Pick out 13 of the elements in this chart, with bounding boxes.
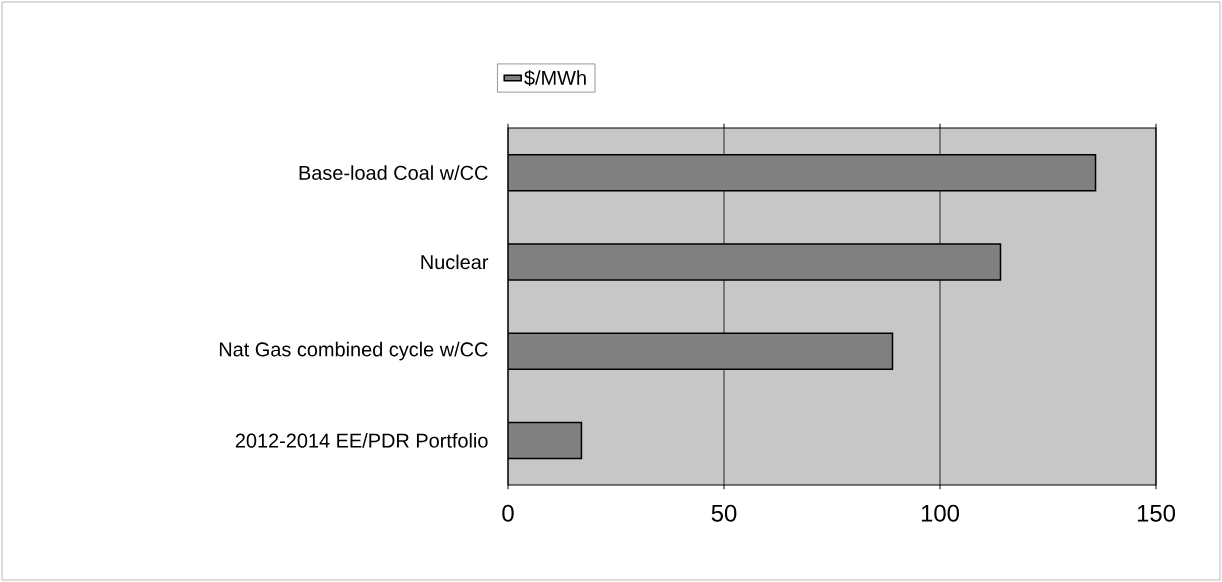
x-tick-label: 100: [921, 504, 960, 522]
y-tick-label: Base-load Coal w/CC: [299, 165, 488, 180]
bar: [508, 243, 1002, 281]
x-tick-label: 50: [711, 504, 737, 522]
y-tick-label: Nuclear: [421, 254, 489, 270]
y-tick-label: Nat Gas combined cycle w/CC: [219, 341, 488, 361]
bar: [508, 153, 1097, 192]
x-tick-label: 0: [502, 504, 514, 522]
y-tick-label: 2012-2014 EE/PDR Portfolio: [235, 433, 488, 448]
legend-label: $/MWh: [524, 69, 586, 87]
bar: [508, 421, 583, 460]
bar: [508, 332, 894, 370]
x-tick-label: 150: [1137, 504, 1176, 522]
